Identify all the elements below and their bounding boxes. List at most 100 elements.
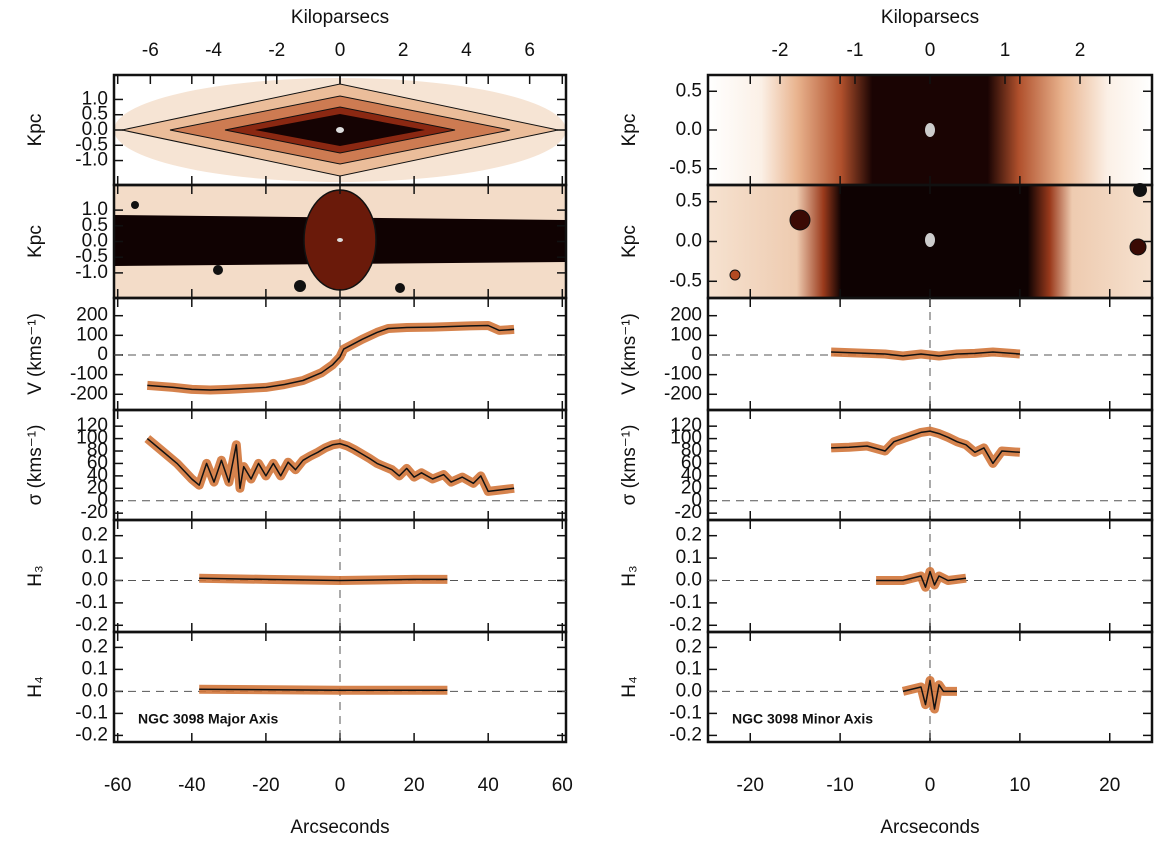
x-tick-label: 20 xyxy=(404,775,425,796)
y-tick-label: 20 xyxy=(87,477,108,498)
y-tick-label: 0.2 xyxy=(82,636,108,657)
annotation: NGC 3098 Major Axis xyxy=(138,711,279,727)
y-tick-label: 200 xyxy=(670,305,702,326)
image-major-2 xyxy=(114,185,566,298)
y-tick-label: -100 xyxy=(664,364,702,385)
y-axis-label: Kpc xyxy=(619,225,640,258)
x2-tick-label: 6 xyxy=(524,40,535,61)
x2-tick-label: 0 xyxy=(335,40,346,61)
y-tick-label: -0.1 xyxy=(669,592,702,613)
y-tick-label: 0 xyxy=(691,344,702,365)
x2-tick-label: -2 xyxy=(772,40,789,61)
y-axis-label: Kpc xyxy=(25,225,46,258)
y-tick-label: 1.0 xyxy=(82,199,108,220)
y-tick-label: 80 xyxy=(681,440,702,461)
y-axis-label: H₄ xyxy=(619,676,640,698)
y-axis-label: Kpc xyxy=(619,114,640,147)
y-tick-label: -0.2 xyxy=(669,724,702,745)
profile-line xyxy=(199,688,448,692)
y-tick-label: 0.0 xyxy=(82,680,108,701)
y-tick-label: 0.5 xyxy=(82,215,108,236)
x-tick-label: 0 xyxy=(335,775,346,796)
x-tick-label: 40 xyxy=(478,775,499,796)
y-tick-label: 0 xyxy=(691,490,702,511)
y-tick-label: -0.2 xyxy=(75,724,108,745)
x-tick-label: -20 xyxy=(252,775,279,796)
x-tick-label: 0 xyxy=(925,775,936,796)
y-axis-label: H₄ xyxy=(25,676,46,698)
x-tick-label: -20 xyxy=(737,775,764,796)
y-tick-label: 100 xyxy=(670,428,702,449)
y-tick-label: -0.2 xyxy=(75,614,108,635)
y-axis-label: H₃ xyxy=(619,565,640,586)
x-tick-label: 60 xyxy=(552,775,573,796)
image-minor-2 xyxy=(708,183,1152,298)
x-tick-label: 20 xyxy=(1099,775,1120,796)
y-tick-label: 40 xyxy=(681,465,702,486)
x-tick-label: -40 xyxy=(178,775,205,796)
y-tick-label: -1.0 xyxy=(75,150,108,171)
y-tick-label: -20 xyxy=(675,502,702,523)
y-tick-label: 40 xyxy=(87,465,108,486)
profile-line xyxy=(831,351,1020,357)
x2-axis-label: Kiloparsecs xyxy=(291,7,389,28)
x-tick-label: -60 xyxy=(104,775,131,796)
y-tick-label: 0.0 xyxy=(676,119,702,140)
x2-tick-label: 1 xyxy=(1000,40,1011,61)
y-tick-label: 0.1 xyxy=(676,658,702,679)
y-tick-label: 0.5 xyxy=(676,191,702,212)
x-tick-label: -10 xyxy=(826,775,853,796)
y-tick-label: 200 xyxy=(76,305,108,326)
y-tick-label: 120 xyxy=(76,415,108,436)
y-tick-label: -0.5 xyxy=(669,158,702,179)
image-minor-1 xyxy=(708,75,1152,185)
y-tick-label: -200 xyxy=(70,383,108,404)
y-axis-label: V (kms⁻¹) xyxy=(25,313,46,395)
y-tick-label: -0.1 xyxy=(75,592,108,613)
x-axis-label: Arcseconds xyxy=(290,817,389,838)
y-tick-label: 0.2 xyxy=(82,525,108,546)
y-tick-label: 0.1 xyxy=(82,547,108,568)
profile-line xyxy=(902,679,957,710)
y-axis-label: σ (kms⁻¹) xyxy=(619,425,640,506)
profile-line xyxy=(147,324,515,391)
y-axis-label: σ (kms⁻¹) xyxy=(25,425,46,506)
x2-tick-label: -6 xyxy=(142,40,159,61)
y-tick-label: 0.2 xyxy=(676,525,702,546)
y-tick-label: 0 xyxy=(97,344,108,365)
annotation: NGC 3098 Minor Axis xyxy=(732,711,873,727)
y-tick-label: 100 xyxy=(76,428,108,449)
x2-tick-label: 0 xyxy=(925,40,936,61)
x2-tick-label: -4 xyxy=(205,40,222,61)
y-tick-label: -0.5 xyxy=(669,270,702,291)
y-tick-label: 0 xyxy=(97,490,108,511)
y-tick-label: 0.1 xyxy=(676,547,702,568)
y-tick-label: -0.5 xyxy=(75,246,108,267)
error-band xyxy=(144,435,515,496)
y-tick-label: 120 xyxy=(670,415,702,436)
y-tick-label: 0.1 xyxy=(82,658,108,679)
x2-tick-label: 2 xyxy=(1075,40,1086,61)
y-tick-label: 0.0 xyxy=(82,119,108,140)
y-tick-label: 0.2 xyxy=(676,636,702,657)
profile-line xyxy=(146,438,515,493)
x2-axis-label: Kiloparsecs xyxy=(881,7,979,28)
y-tick-label: 0.5 xyxy=(676,80,702,101)
y-tick-label: 80 xyxy=(87,440,108,461)
y-tick-label: 0.0 xyxy=(82,231,108,252)
y-tick-label: -1.0 xyxy=(75,262,108,283)
x2-tick-label: 2 xyxy=(398,40,409,61)
y-axis-label: H₃ xyxy=(25,565,46,586)
x2-tick-label: 4 xyxy=(461,40,472,61)
y-tick-label: 100 xyxy=(76,324,108,345)
x-axis-label: Arcseconds xyxy=(880,817,979,838)
y-axis-label: V (kms⁻¹) xyxy=(619,313,640,395)
y-axis-label: Kpc xyxy=(25,114,46,147)
y-tick-label: -0.2 xyxy=(669,614,702,635)
y-tick-label: -0.5 xyxy=(75,134,108,155)
image-major-1 xyxy=(114,75,566,185)
y-tick-label: 60 xyxy=(87,452,108,473)
profile-line xyxy=(199,577,448,582)
x-tick-label: 10 xyxy=(1009,775,1030,796)
